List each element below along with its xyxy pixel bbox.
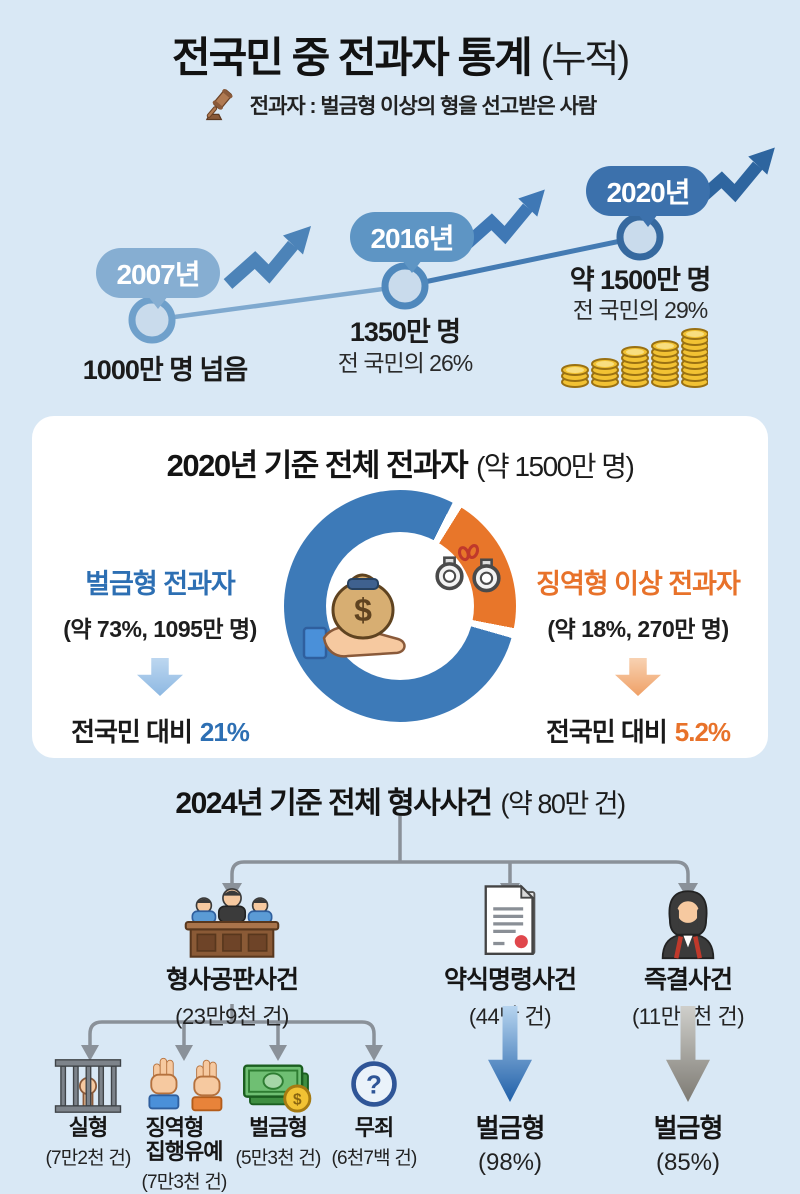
branch-label: 약식명령사건 [443,966,577,994]
ratio-value: 5.2% [674,717,731,747]
down-arrow-icon [137,658,183,696]
branch-label: 형사공판사건 [165,966,299,994]
prison-bars-icon [54,1059,122,1113]
timeline-2016-value: 1350만 명 [349,317,461,347]
document-icon [484,884,536,955]
leaf-label: 벌금형 [249,1115,308,1140]
leaf-count: (7만3천 건) [141,1172,227,1193]
year-bubble-2020: 2020년 [586,166,710,227]
outcome-label: 벌금형 [653,1113,724,1143]
section-2024-title-text: 2024년 기준 전체 형사사건 [175,787,493,820]
trend-arrow-icon [223,226,311,289]
gavel-icon [205,89,233,121]
timeline-2020-share: 전 국민의 29% [572,297,708,323]
branch-label: 즉결사건 [643,966,733,994]
card-2020: 2020년 기준 전체 전과자 (약 1500만 명) $ 벌금형 전과자 [32,416,768,758]
outcome-label: 벌금형 [475,1113,546,1143]
definition-row: 전과자 : 벌금형 이상의 형을 선고받은 사람 [0,88,800,122]
year-label: 2007년 [116,259,200,290]
judge-icon [661,890,715,960]
outcome-percent: (85%) [655,1149,721,1176]
card-2020-title-text: 2020년 기준 전체 전과자 [166,448,469,483]
leaf-count: (6천7백 건) [331,1148,417,1169]
branch-trial: 형사공판사건 (23만9천 건) [122,960,342,1031]
fine-offenders-title: 벌금형 전과자 [85,569,236,599]
page-title-suffix: (누적) [540,39,630,81]
outcome-summary-order: 벌금형 (98%) [440,1108,580,1177]
definition-text: 전과자 : 벌금형 이상의 형을 선고받은 사람 [249,95,597,118]
fine-offenders-ratio: 전국민 대비 21% [71,712,250,749]
year-label: 2020년 [606,177,690,208]
leaf-fine: 벌금형 (5만3천 건) [224,1116,332,1170]
trend-arrow-icon [461,189,545,250]
money-bag-hand-icon: $ [302,573,406,660]
ratio-label: 전국민 대비 [545,717,668,747]
ratio-value: 21% [199,717,250,747]
section-2024-title-suffix: (약 80만 건) [500,789,627,819]
cash-fine-icon: $ [242,1064,312,1113]
leaf-label2: 집행유예 [145,1139,224,1164]
ratio-label: 전국민 대비 [71,717,193,747]
leaf-count: (5만3천 건) [235,1148,321,1169]
prison-offenders-title: 징역형 이상 전과자 [536,569,741,599]
timeline-2007-value: 1000만 명 넘음 [82,355,248,385]
timeline-2016-share: 전 국민의 26% [337,350,473,376]
outcome-percent: (98%) [477,1149,543,1176]
year-bubble-2016: 2016년 [350,212,474,273]
leaf-imprisonment: 실형 (7만2천 건) [34,1116,142,1170]
prison-offenders-ratio: 전국민 대비 5.2% [545,712,731,749]
year-bubble-2007: 2007년 [96,248,220,309]
handcuffs-icon [435,544,501,593]
donut-chart [284,490,516,722]
card-2020-title: 2020년 기준 전체 전과자 (약 1500만 명) [32,440,768,485]
prison-offenders-block: 징역형 이상 전과자 (약 18%, 270만 명) 전국민 대비 5.2% [510,562,766,749]
fine-offenders-detail: (약 73%, 1095만 명) [63,616,257,642]
raised-hands-icon [148,1057,223,1112]
page-title-text: 전국민 중 전과자 통계 [171,34,533,81]
leaf-count: (7만2천 건) [45,1148,131,1169]
outcome-immediate: 벌금형 (85%) [618,1108,758,1177]
leaf-suspended-sentence: 징역형 집행유예 (7만3천 건) [130,1116,238,1194]
dollar-sign: $ [293,1091,302,1108]
question-glyph: ? [366,1069,382,1099]
section-2024-title: 2024년 기준 전체 형사사건 (약 80만 건) [0,778,800,822]
leaf-label: 무죄 [354,1115,394,1140]
branch-count: (23만9천 건) [175,1004,289,1029]
fine-offenders-block: 벌금형 전과자 (약 73%, 1095만 명) 전국민 대비 21% [32,562,288,749]
leaf-acquittal: 무죄 (6천7백 건) [320,1116,428,1170]
down-arrow-icon [615,658,661,696]
leaf-label: 징역형 [145,1115,205,1140]
leaf-label: 실형 [68,1115,108,1140]
card-2020-title-suffix: (약 1500만 명) [476,451,635,482]
timeline-2020-value: 약 1500만 명 [569,265,712,295]
dollar-sign: $ [354,592,372,628]
year-label: 2016년 [370,223,454,254]
prison-offenders-detail: (약 18%, 270만 명) [547,616,729,642]
court-bench-icon [184,888,280,958]
page-title: 전국민 중 전과자 통계 (누적) [0,24,800,85]
question-mark-icon: ? [351,1061,397,1107]
coin-stacks-icon [561,328,708,388]
